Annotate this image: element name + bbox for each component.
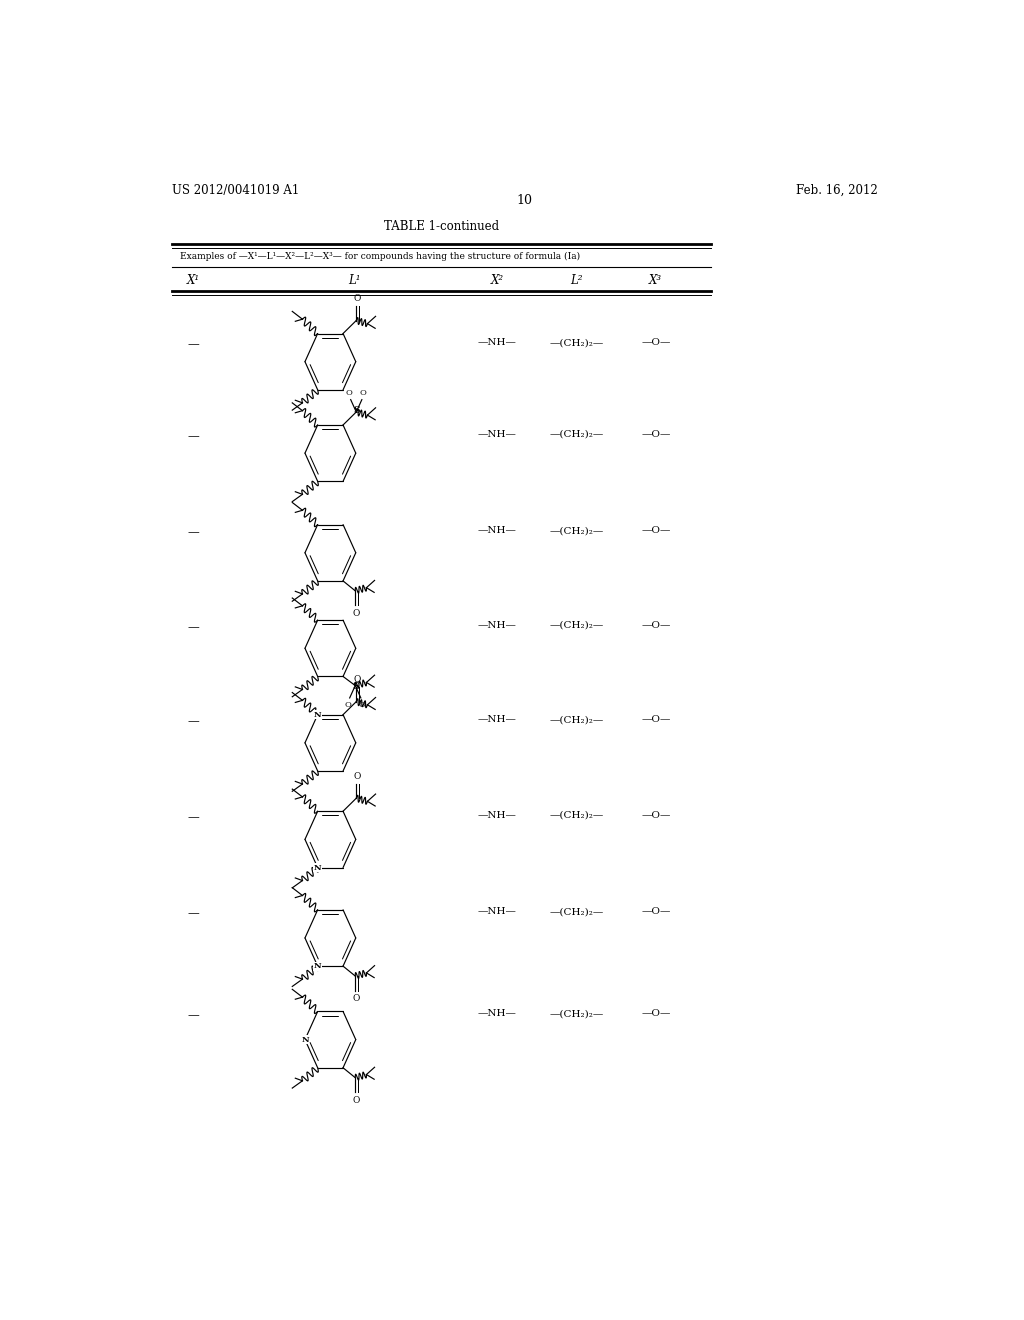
Text: —O—: —O— <box>641 430 671 438</box>
Text: O: O <box>353 294 360 304</box>
Text: —(CH₂)₂—: —(CH₂)₂— <box>549 810 603 820</box>
Text: O: O <box>352 1096 359 1105</box>
Text: TABLE 1-continued: TABLE 1-continued <box>384 219 499 232</box>
Text: —NH—: —NH— <box>477 810 516 820</box>
Text: O: O <box>359 389 367 397</box>
Text: —O—: —O— <box>641 338 671 347</box>
Text: —(CH₂)₂—: —(CH₂)₂— <box>549 620 603 630</box>
Text: —(CH₂)₂—: —(CH₂)₂— <box>549 907 603 916</box>
Text: —O—: —O— <box>641 907 671 916</box>
Text: —O—: —O— <box>641 527 671 536</box>
Text: —: — <box>187 338 199 351</box>
Text: —(CH₂)₂—: —(CH₂)₂— <box>549 430 603 438</box>
Text: —: — <box>187 907 199 920</box>
Text: —O—: —O— <box>641 810 671 820</box>
Text: —O—: —O— <box>641 715 671 725</box>
Text: —: — <box>187 715 199 729</box>
Text: —(CH₂)₂—: —(CH₂)₂— <box>549 338 603 347</box>
Text: —NH—: —NH— <box>477 620 516 630</box>
Text: —: — <box>187 527 199 540</box>
Text: O: O <box>358 701 366 709</box>
Text: US 2012/0041019 A1: US 2012/0041019 A1 <box>172 183 299 197</box>
Text: —NH—: —NH— <box>477 907 516 916</box>
Text: —(CH₂)₂—: —(CH₂)₂— <box>549 1008 603 1018</box>
Text: O: O <box>346 389 353 397</box>
Text: O: O <box>353 676 360 684</box>
Text: N: N <box>314 710 322 718</box>
Text: 10: 10 <box>517 194 532 207</box>
Text: O: O <box>352 994 359 1003</box>
Text: S: S <box>353 407 360 416</box>
Text: O: O <box>345 701 352 709</box>
Text: —(CH₂)₂—: —(CH₂)₂— <box>549 715 603 725</box>
Text: Examples of —X¹—L¹—X²—L²—X³— for compounds having the structure of formula (Ia): Examples of —X¹—L¹—X²—L²—X³— for compoun… <box>179 252 580 261</box>
Text: Feb. 16, 2012: Feb. 16, 2012 <box>797 183 878 197</box>
Text: —: — <box>187 1008 199 1022</box>
Text: —: — <box>187 810 199 824</box>
Text: L¹: L¹ <box>348 275 360 288</box>
Text: N: N <box>314 863 322 871</box>
Text: X³: X³ <box>649 275 663 288</box>
Text: —NH—: —NH— <box>477 338 516 347</box>
Text: —(CH₂)₂—: —(CH₂)₂— <box>549 527 603 536</box>
Text: S: S <box>352 682 359 692</box>
Text: X²: X² <box>490 275 504 288</box>
Text: —NH—: —NH— <box>477 1008 516 1018</box>
Text: X¹: X¹ <box>186 275 200 288</box>
Text: —NH—: —NH— <box>477 715 516 725</box>
Text: L²: L² <box>570 275 583 288</box>
Text: O: O <box>352 609 359 618</box>
Text: —NH—: —NH— <box>477 527 516 536</box>
Text: N: N <box>314 962 322 970</box>
Text: —O—: —O— <box>641 1008 671 1018</box>
Text: —O—: —O— <box>641 620 671 630</box>
Text: O: O <box>353 772 360 781</box>
Text: —: — <box>187 430 199 442</box>
Text: —: — <box>187 620 199 634</box>
Text: —NH—: —NH— <box>477 430 516 438</box>
Text: N: N <box>301 1036 309 1044</box>
